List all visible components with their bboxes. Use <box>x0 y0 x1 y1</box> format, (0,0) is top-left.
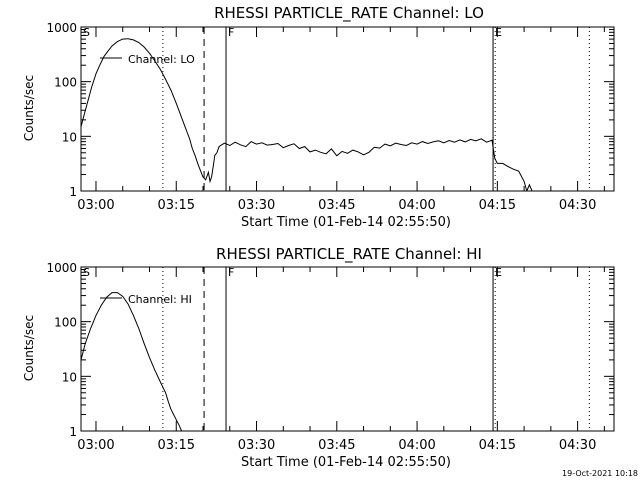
marker-label: E <box>495 26 502 39</box>
marker-label: F <box>228 26 234 39</box>
lo-channel-panel: RHESSI PARTICLE_RATE Channel: LO Counts/… <box>22 4 615 230</box>
series-line <box>81 292 183 431</box>
chart-title: RHESSI PARTICLE_RATE Channel: HI <box>216 245 482 264</box>
y-axis-label: Counts/sec <box>22 315 36 381</box>
x-tick-label: 03:00 <box>77 198 114 213</box>
y-tick-label: 100 <box>54 76 77 90</box>
x-tick-label: 04:15 <box>479 198 516 213</box>
hi-channel-panel: RHESSI PARTICLE_RATE Channel: HI Counts/… <box>22 245 615 470</box>
marker-label: S <box>83 26 90 39</box>
x-tick-label: 03:30 <box>238 438 275 453</box>
y-tick-label: 1 <box>69 185 77 199</box>
x-tick-label: 04:15 <box>479 438 516 453</box>
legend-label: Channel: LO <box>128 53 195 66</box>
y-tick-label: 1000 <box>46 21 77 35</box>
x-tick-label: 03:45 <box>318 198 355 213</box>
y-tick-label: 10 <box>62 130 77 144</box>
x-tick-label: 03:15 <box>158 198 195 213</box>
y-tick-label: 1 <box>69 425 77 439</box>
chart-title: RHESSI PARTICLE_RATE Channel: LO <box>214 4 484 23</box>
x-tick-label: 04:30 <box>559 438 596 453</box>
x-tick-label: 03:15 <box>158 438 195 453</box>
y-tick-label: 100 <box>54 316 77 330</box>
render-timestamp: 19-Oct-2021 10:18 <box>562 469 638 478</box>
x-tick-label: 04:00 <box>398 198 435 213</box>
y-tick-label: 1000 <box>46 261 77 275</box>
x-tick-label: 03:00 <box>77 438 114 453</box>
y-axis-label: Counts/sec <box>22 75 36 141</box>
y-tick-label: 10 <box>62 370 77 384</box>
x-tick-label: 03:45 <box>318 438 355 453</box>
x-tick-label: 04:00 <box>398 438 435 453</box>
plot-frame <box>80 266 615 432</box>
marker-label: E <box>495 266 502 279</box>
x-axis-label: Start Time (01-Feb-14 02:55:50) <box>241 215 451 230</box>
marker-label: S <box>83 266 90 279</box>
x-axis-label: Start Time (01-Feb-14 02:55:50) <box>241 455 451 470</box>
plot-frame <box>80 26 615 192</box>
x-tick-label: 03:30 <box>238 198 275 213</box>
legend-label: Channel: HI <box>128 293 192 306</box>
marker-label: F <box>228 266 234 279</box>
x-tick-label: 04:30 <box>559 198 596 213</box>
series-line <box>81 38 589 191</box>
